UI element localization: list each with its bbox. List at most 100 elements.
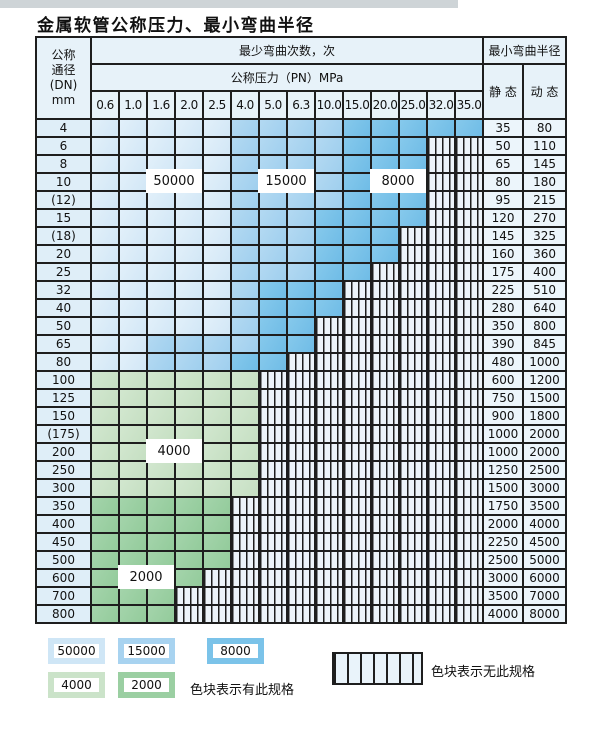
- rating-cell: [453, 586, 485, 606]
- rating-cell: [230, 226, 260, 246]
- dynamic-radius-cell: 4000: [522, 514, 568, 534]
- rating-cell: [453, 496, 485, 516]
- rating-cell: [286, 244, 316, 264]
- dynamic-radius-cell: 2500: [522, 460, 568, 480]
- rating-cell: [314, 208, 344, 228]
- table-row: 32 225 510: [35, 280, 568, 300]
- rating-cell: [258, 370, 288, 390]
- rating-cell: [314, 118, 344, 138]
- rating-cell: [342, 514, 372, 534]
- rating-cell: [426, 388, 456, 408]
- rating-cell: [314, 424, 344, 444]
- rating-cell: [370, 136, 400, 156]
- rating-cell: [370, 226, 400, 246]
- table-row: 800 4000 8000: [35, 604, 568, 624]
- rating-cell: [286, 532, 316, 552]
- static-radius-cell: 50: [482, 136, 525, 156]
- rating-cell: [174, 550, 204, 570]
- rating-cell: [314, 226, 344, 246]
- pressure-column-header: 1.0: [118, 90, 148, 120]
- pressure-column-header: 1.6: [146, 90, 176, 120]
- rating-cell: [370, 532, 400, 552]
- rating-cell: [230, 442, 260, 462]
- rating-cell: [118, 316, 148, 336]
- rating-cell: [342, 352, 372, 372]
- static-radius-cell: 2000: [482, 514, 525, 534]
- rating-cell: [370, 496, 400, 516]
- rating-cell: [453, 550, 485, 570]
- dynamic-radius-cell: 510: [522, 280, 568, 300]
- rating-cell: [202, 334, 232, 354]
- dn-cell: 25: [35, 262, 92, 282]
- table-row: 450 2250 4500: [35, 532, 568, 552]
- static-radius-cell: 2250: [482, 532, 525, 552]
- rating-cell: [314, 532, 344, 552]
- rating-cell: [90, 190, 120, 210]
- rating-cell: [90, 118, 120, 138]
- legend-swatch-8000: 8000: [207, 638, 264, 664]
- rating-cell: [174, 190, 204, 210]
- rating-cell: [174, 118, 204, 138]
- static-radius-cell: 65: [482, 154, 525, 174]
- rating-cell: [398, 208, 428, 228]
- rating-cell: [453, 352, 485, 372]
- rating-cell: [118, 244, 148, 264]
- pressure-column-header: 2.5: [202, 90, 232, 120]
- rating-cell: [314, 460, 344, 480]
- static-radius-cell: 35: [482, 118, 525, 138]
- rating-cell: [118, 226, 148, 246]
- rating-cell: [342, 280, 372, 300]
- rating-cell: [453, 190, 485, 210]
- rating-cell: [286, 478, 316, 498]
- rating-cell: [370, 118, 400, 138]
- rating-cell: [90, 244, 120, 264]
- rating-cell: [146, 586, 176, 606]
- rating-cell: [398, 352, 428, 372]
- rating-cell: [398, 298, 428, 318]
- rating-cell: [258, 244, 288, 264]
- legend-note-has-spec: 色块表示有此规格: [190, 683, 295, 698]
- rating-cell: [453, 154, 485, 174]
- rating-cell: [118, 280, 148, 300]
- rating-cell: [314, 550, 344, 570]
- rating-cell: [426, 136, 456, 156]
- page-title: 金属软管公称压力、最小弯曲半径: [37, 16, 315, 36]
- rating-cell: [230, 118, 260, 138]
- rating-cell: [314, 406, 344, 426]
- rating-cell: [398, 514, 428, 534]
- rating-cell: [370, 604, 400, 624]
- rating-cell: [118, 532, 148, 552]
- legend-swatch-50000: 50000: [48, 638, 105, 664]
- rating-cell: [174, 388, 204, 408]
- rating-cell: [426, 316, 456, 336]
- rating-cell: [342, 604, 372, 624]
- rating-cell: [286, 352, 316, 372]
- rating-cell: [453, 442, 485, 462]
- static-radius-cell: 350: [482, 316, 525, 336]
- rating-cell: [174, 460, 204, 480]
- rating-cell: [342, 244, 372, 264]
- rating-cell: [230, 190, 260, 210]
- rating-cell: [146, 118, 176, 138]
- pressure-column-header: 6.3: [286, 90, 316, 120]
- rating-cell: [202, 442, 232, 462]
- dynamic-radius-cell: 325: [522, 226, 568, 246]
- rating-cell: [342, 226, 372, 246]
- rating-cell: [202, 550, 232, 570]
- rating-cell: [258, 190, 288, 210]
- rating-cell: [118, 442, 148, 462]
- rating-cell: [342, 334, 372, 354]
- rating-cell: [202, 496, 232, 516]
- rating-cell: [202, 136, 232, 156]
- rating-cell: [286, 388, 316, 408]
- cycle-count-label: 15000: [258, 169, 314, 193]
- rating-cell: [146, 226, 176, 246]
- rating-cell: [314, 136, 344, 156]
- rating-cell: [314, 478, 344, 498]
- rating-cell: [230, 208, 260, 228]
- table-row: 80 480 1000: [35, 352, 568, 372]
- rating-cell: [118, 424, 148, 444]
- rating-cell: [342, 208, 372, 228]
- rating-cell: [342, 586, 372, 606]
- rating-cell: [370, 442, 400, 462]
